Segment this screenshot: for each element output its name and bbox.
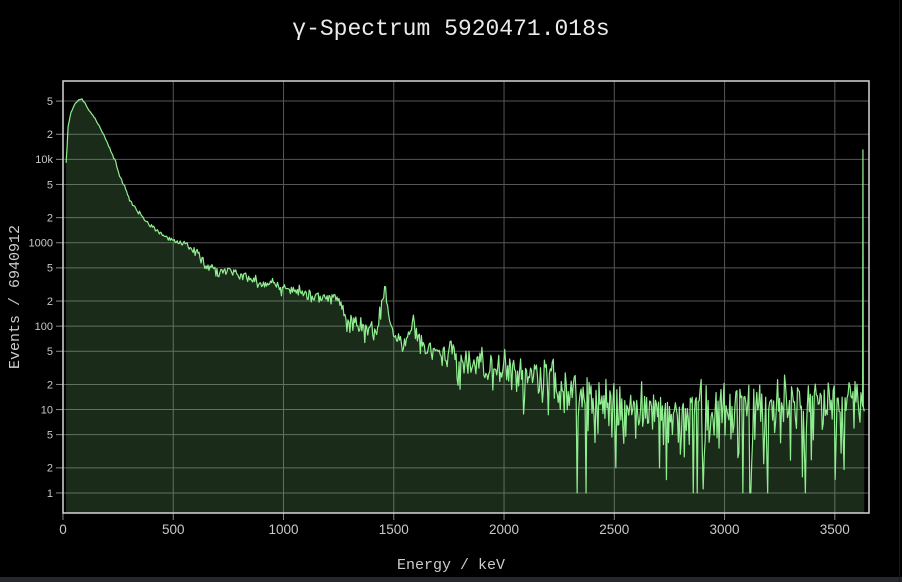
x-tick-label: 1500 bbox=[379, 522, 409, 537]
y-axis-label: Events / 6940912 bbox=[7, 224, 24, 370]
x-tick-label: 3000 bbox=[710, 522, 740, 537]
x-tick-label: 1000 bbox=[268, 522, 298, 537]
chart-title: γ-Spectrum 5920471.018s bbox=[292, 16, 610, 42]
y-tick-label: 100 bbox=[35, 321, 53, 333]
y-tick-label: 2 bbox=[47, 213, 53, 225]
y-tick-label: 2 bbox=[47, 379, 53, 391]
y-tick-label: 5 bbox=[47, 430, 53, 442]
x-tick-label: 500 bbox=[162, 522, 185, 537]
y-tick-label: 1000 bbox=[29, 238, 53, 250]
y-tick-label: 5 bbox=[47, 179, 53, 191]
y-tick-label: 2 bbox=[47, 129, 53, 141]
y-tick-label: 5 bbox=[47, 263, 53, 275]
y-tick-label: 10k bbox=[35, 154, 53, 166]
y-tick-label: 2 bbox=[47, 463, 53, 475]
x-tick-label: 2500 bbox=[599, 522, 629, 537]
y-tick-label: 5 bbox=[47, 96, 53, 108]
y-tick-label: 2 bbox=[47, 296, 53, 308]
x-axis-label: Energy / keV bbox=[396, 557, 506, 574]
plot-frame bbox=[62, 80, 870, 514]
y-tick-label: 10 bbox=[41, 404, 53, 416]
spectrum-line bbox=[65, 98, 865, 494]
x-tick-label: 3500 bbox=[820, 522, 850, 537]
spectrum-fill bbox=[66, 98, 865, 513]
x-tick-label: 2000 bbox=[489, 522, 519, 537]
window-right-edge bbox=[899, 0, 900, 582]
x-tick-label: 0 bbox=[59, 522, 67, 537]
y-tick-label: 1 bbox=[47, 488, 53, 500]
y-tick-label: 5 bbox=[47, 346, 53, 358]
taskbar-strip bbox=[0, 577, 902, 582]
